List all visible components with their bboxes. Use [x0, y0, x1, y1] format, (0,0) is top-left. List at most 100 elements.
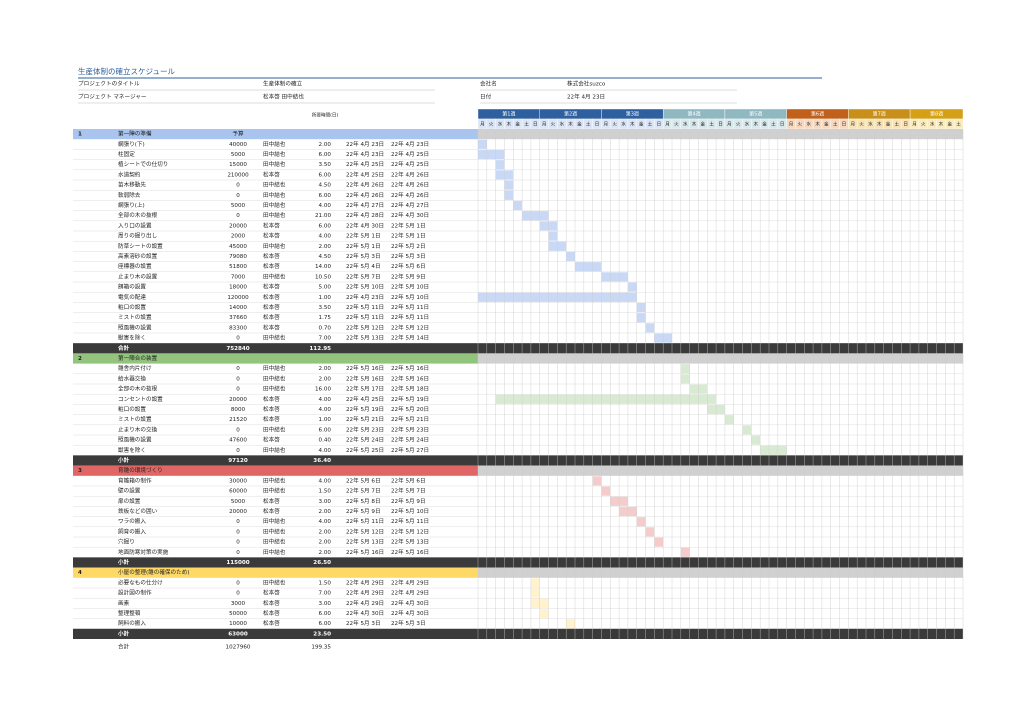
- field-value: 生産体制の確立: [263, 80, 303, 88]
- person: 松本啓: [263, 619, 280, 627]
- day-label: 土: [524, 121, 529, 128]
- start-date: 22年 5月 12日: [346, 323, 384, 331]
- end-date: 22年 5月 10日: [391, 293, 429, 301]
- end-date: 22年 5月 21日: [391, 415, 429, 423]
- duration: 2.00: [319, 142, 332, 148]
- task-name: 鉄板などの囲い: [118, 507, 158, 515]
- duration: 2.00: [319, 244, 332, 250]
- task-name: 育雛箱の制作: [118, 476, 152, 484]
- budget: 0: [236, 336, 240, 342]
- budget: 40000: [229, 142, 247, 148]
- task-name: 軟弱除去: [118, 191, 141, 199]
- person: 松本啓: [263, 589, 280, 597]
- gantt-bar: [760, 445, 787, 455]
- start-date: 22年 4月 25日: [346, 395, 384, 403]
- duration: 3.50: [319, 162, 332, 168]
- day-label: 土: [709, 121, 714, 128]
- task-name: 全部の木の抜根: [118, 211, 158, 219]
- duration: 4.00: [319, 203, 332, 209]
- start-date: 22年 5月 13日: [346, 334, 384, 342]
- day-label: 日: [718, 122, 723, 128]
- day-label: 水: [806, 121, 811, 128]
- start-date: 22年 5月 23日: [346, 425, 384, 433]
- budget: 8000: [231, 407, 246, 413]
- start-date: 22年 4月 26日: [346, 191, 384, 199]
- start-date: 22年 4月 23日: [346, 140, 384, 148]
- duration: 2.00: [319, 509, 332, 515]
- field-value: 株式会社suzco: [567, 80, 606, 88]
- budget: 0: [236, 591, 240, 597]
- duration: 4.50: [319, 254, 332, 260]
- day-label: 水: [498, 121, 503, 128]
- duration: 4.00: [319, 397, 332, 403]
- person: 田中結也: [263, 527, 286, 535]
- task-name: 給水器交換: [118, 374, 146, 382]
- end-date: 22年 5月 16日: [391, 548, 429, 556]
- day-label: 日: [656, 122, 661, 128]
- day-label: 月: [542, 122, 547, 128]
- person: 田中結也: [263, 272, 286, 280]
- person: 田中結也: [263, 446, 286, 454]
- end-date: 22年 4月 30日: [391, 599, 429, 607]
- gantt-bar: [566, 619, 575, 629]
- duration: 4.50: [319, 183, 332, 189]
- person: 松本啓: [263, 170, 280, 178]
- end-date: 22年 4月 26日: [391, 181, 429, 189]
- person: 田中結也: [263, 191, 286, 199]
- person: 松本啓: [263, 395, 280, 403]
- end-date: 22年 5月 9日: [391, 497, 426, 505]
- section-name: 小屋の整理(雛の確保のため): [118, 568, 190, 576]
- field-label: 会社名: [480, 80, 497, 88]
- gantt-bar: [636, 302, 646, 313]
- subtotal-label: 合計: [118, 344, 130, 352]
- task-name: 設計図の制作: [118, 589, 152, 597]
- week-label: 第2週: [564, 111, 577, 118]
- person: 田中結也: [263, 160, 286, 168]
- start-date: 22年 5月 3日: [346, 252, 381, 260]
- subtotal-label: 小計: [118, 456, 130, 464]
- section-number: 4: [78, 570, 82, 576]
- day-label: 火: [612, 122, 617, 128]
- task-name: 照風機の設置: [118, 323, 152, 331]
- week-label: 第4週: [687, 111, 700, 118]
- person: 田中結也: [263, 425, 286, 433]
- day-label: 月: [604, 122, 609, 128]
- task-name: 飼料の搬入: [118, 619, 146, 627]
- day-label: 土: [956, 121, 961, 128]
- start-date: 22年 5月 17日: [346, 385, 384, 393]
- task-name: 穴掘り: [118, 538, 135, 546]
- gantt-bar: [530, 588, 540, 598]
- subtotal-row: [73, 557, 963, 568]
- task-name: 周りの掘り出し: [118, 232, 158, 240]
- field-label: プロジェクトのタイトル: [78, 80, 140, 88]
- duration: 1.50: [319, 489, 332, 495]
- start-date: 22年 5月 11日: [346, 517, 384, 525]
- duration: 7.00: [319, 591, 332, 597]
- total-budget: 1027960: [226, 645, 251, 651]
- task-name: 粧口の設置: [118, 405, 146, 413]
- start-date: 22年 5月 16日: [346, 548, 384, 556]
- start-date: 22年 5月 7日: [346, 487, 381, 495]
- day-label: 火: [674, 122, 679, 128]
- budget: 5000: [231, 203, 246, 209]
- budget: 0: [236, 448, 240, 454]
- end-date: 22年 4月 30日: [391, 609, 429, 617]
- section-number: 2: [78, 356, 82, 362]
- end-date: 22年 4月 25日: [391, 150, 429, 158]
- start-date: 22年 5月 16日: [346, 374, 384, 382]
- gantt-bar: [539, 608, 549, 619]
- budget: 0: [236, 366, 240, 372]
- person: 松本啓: [263, 323, 280, 331]
- field-rules: [78, 89, 737, 104]
- day-label: 金: [762, 121, 767, 128]
- person: 田中結也: [263, 211, 286, 219]
- day-label: 水: [745, 121, 750, 128]
- duration: 0.70: [319, 325, 332, 331]
- start-date: 22年 5月 24日: [346, 436, 384, 444]
- day-label: 月: [789, 122, 794, 128]
- duration: 1.00: [319, 417, 332, 423]
- end-date: 22年 5月 27日: [391, 446, 429, 454]
- day-label: 金: [639, 121, 644, 128]
- start-date: 22年 5月 1日: [346, 242, 381, 250]
- total-days: 199.35: [311, 645, 331, 651]
